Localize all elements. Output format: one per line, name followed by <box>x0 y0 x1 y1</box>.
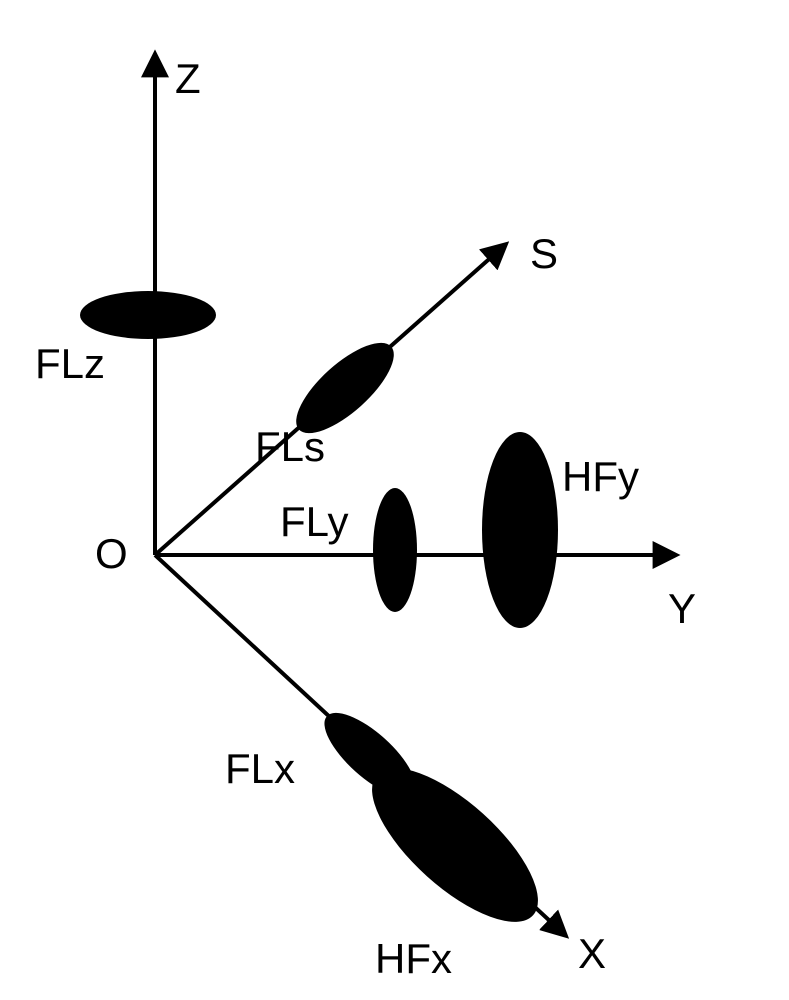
flx-label: FLx <box>225 745 295 793</box>
diagram-canvas: O Z S Y X FLz FLs FLy HFy FLx HFx <box>0 0 789 1000</box>
ellipse-group <box>80 291 561 946</box>
flz-label: FLz <box>35 340 105 388</box>
axis-s-label: S <box>530 230 558 278</box>
ellipse-hfx <box>349 744 561 947</box>
fls-label: FLs <box>255 423 325 471</box>
hfy-label: HFy <box>562 453 639 501</box>
hfx-label: HFx <box>375 935 452 983</box>
axis-y-label: Y <box>668 585 696 633</box>
axis-z-label: Z <box>175 55 201 103</box>
axis-x-label: X <box>578 930 606 978</box>
ellipse-flz <box>80 291 216 339</box>
ellipse-hfy <box>482 432 558 628</box>
fly-label: FLy <box>280 498 348 546</box>
diagram-svg <box>0 0 789 1000</box>
origin-label: O <box>95 530 128 578</box>
ellipse-fly <box>373 488 417 612</box>
